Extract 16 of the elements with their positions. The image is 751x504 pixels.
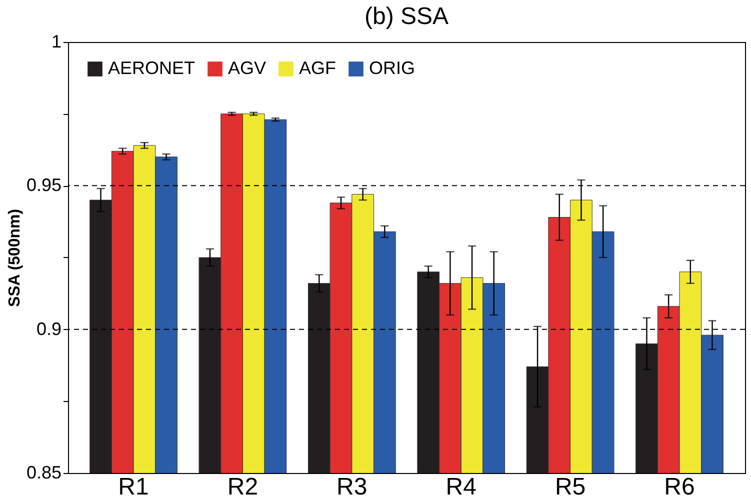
x-tick-label: R4 <box>446 474 476 500</box>
x-tick-label: R5 <box>554 474 586 500</box>
y-tick-label: 0.9 <box>36 318 62 339</box>
legend-label: AERONET <box>108 58 196 78</box>
x-tick-label: R3 <box>336 474 368 500</box>
y-tick-label: 0.85 <box>26 462 62 482</box>
y-tick-label: 1 <box>51 32 62 52</box>
chart-title: (b) SSA <box>364 3 449 30</box>
legend-label: AGV <box>228 58 266 78</box>
y-tick-label: 0.95 <box>26 175 62 196</box>
x-tick-label: R6 <box>664 474 695 500</box>
legend-label: ORIG <box>369 58 416 78</box>
x-tick-label: R1 <box>118 474 149 500</box>
y-axis-title: SSA (500nm) <box>6 208 24 308</box>
legend-label: AGF <box>299 58 336 78</box>
x-tick-label: R2 <box>227 474 258 500</box>
